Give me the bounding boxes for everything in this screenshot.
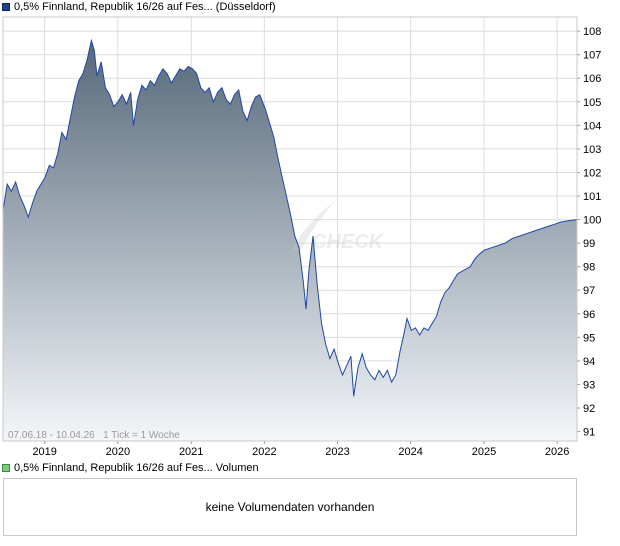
y-tick-label: 96 bbox=[583, 309, 595, 321]
volume-legend: 0,5% Finnland, Republik 16/26 auf Fes...… bbox=[2, 461, 259, 475]
x-tick-label: 2021 bbox=[179, 446, 203, 458]
y-tick-label: 100 bbox=[583, 215, 601, 227]
x-tick-label: 2023 bbox=[325, 446, 349, 458]
volume-panel: keine Volumendaten vorhanden bbox=[3, 478, 577, 536]
y-tick-label: 105 bbox=[583, 97, 601, 109]
price-chart: CHECK 91 92 93 94 95 96 97 98 99 100 101 102 103 104 1… bbox=[2, 16, 601, 458]
y-tick-label: 106 bbox=[583, 73, 601, 85]
x-tick-label: 2026 bbox=[545, 446, 569, 458]
y-tick-label: 98 bbox=[583, 262, 595, 274]
volume-empty-message: keine Volumendaten vorhanden bbox=[205, 500, 375, 514]
volume-legend-swatch bbox=[2, 464, 10, 472]
price-legend: 0,5% Finnland, Republik 16/26 auf Fes...… bbox=[2, 0, 276, 14]
chart-watermark: CHECK bbox=[292, 200, 385, 253]
x-tick-label: 2019 bbox=[32, 446, 56, 458]
y-tick-label: 97 bbox=[583, 285, 595, 297]
x-tick-label: 2020 bbox=[106, 446, 130, 458]
y-tick-label: 101 bbox=[583, 191, 601, 203]
x-tick-label: 2024 bbox=[398, 446, 422, 458]
price-legend-swatch bbox=[2, 3, 10, 11]
date-range-info: 07.06.18 - 10.04.26 1 Tick = 1 Woche bbox=[8, 430, 180, 441]
plot-frame bbox=[2, 16, 578, 442]
price-area-fill bbox=[3, 40, 577, 441]
y-tick-label: 95 bbox=[583, 332, 595, 344]
y-tick-label: 102 bbox=[583, 167, 601, 179]
y-tick-label: 104 bbox=[583, 120, 601, 132]
price-legend-label: 0,5% Finnland, Republik 16/26 auf Fes...… bbox=[14, 1, 276, 13]
price-line bbox=[2, 38, 578, 397]
y-tick-label: 92 bbox=[583, 403, 595, 415]
y-tick-label: 107 bbox=[583, 50, 601, 62]
y-tick-label: 91 bbox=[583, 427, 595, 439]
y-tick-label: 99 bbox=[583, 238, 595, 250]
watermark-swoosh-icon bbox=[292, 200, 336, 252]
y-tick-label: 94 bbox=[583, 356, 595, 368]
volume-legend-label: 0,5% Finnland, Republik 16/26 auf Fes...… bbox=[14, 462, 259, 474]
watermark-text: CHECK bbox=[312, 231, 385, 253]
y-tick-label: 103 bbox=[583, 144, 601, 156]
x-tick-label: 2022 bbox=[252, 446, 276, 458]
x-tick-label: 2025 bbox=[472, 446, 496, 458]
y-tick-label: 93 bbox=[583, 379, 595, 391]
y-tick-label: 108 bbox=[583, 26, 601, 38]
